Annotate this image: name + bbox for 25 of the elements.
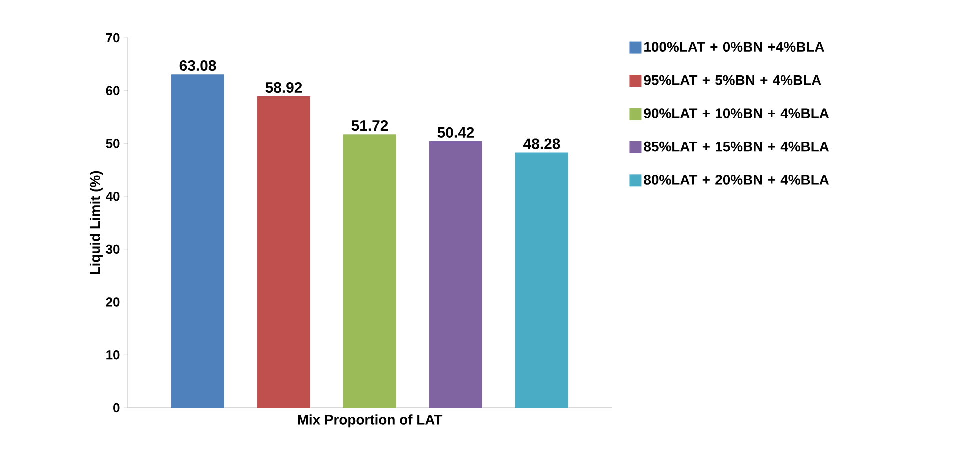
y-axis-title: Liquid Limit (%) xyxy=(90,171,103,274)
legend-label: 80%LAT + 20%BN + 4%BLA xyxy=(644,175,830,185)
data-label: 50.42 xyxy=(438,127,474,138)
y-tick-label: 10 xyxy=(106,350,120,360)
bar xyxy=(258,96,311,408)
data-label: 58.92 xyxy=(266,82,302,94)
legend-label: 85%LAT + 15%BN + 4%BLA xyxy=(644,142,830,152)
y-tick-label: 60 xyxy=(106,86,120,96)
bar xyxy=(430,141,483,408)
data-label: 48.28 xyxy=(524,138,560,150)
data-label: 51.72 xyxy=(352,120,388,132)
y-tick-label: 70 xyxy=(106,33,120,43)
data-label: 63.08 xyxy=(180,60,216,72)
y-tick-label: 40 xyxy=(106,192,120,202)
y-tick-label: 30 xyxy=(106,244,120,254)
legend-label: 100%LAT + 0%BN +4%BLA xyxy=(644,42,824,52)
bar xyxy=(172,74,225,408)
x-axis-title: Mix Proportion of LAT xyxy=(298,414,443,428)
bar xyxy=(516,152,569,408)
legend-label: 95%LAT + 5%BN + 4%BLA xyxy=(644,75,822,86)
y-tick-label: 0 xyxy=(114,403,120,413)
y-tick-label: 50 xyxy=(106,139,120,148)
bar xyxy=(344,134,397,408)
legend-label: 90%LAT + 10%BN + 4%BLA xyxy=(644,108,830,118)
y-tick-label: 20 xyxy=(106,298,120,307)
